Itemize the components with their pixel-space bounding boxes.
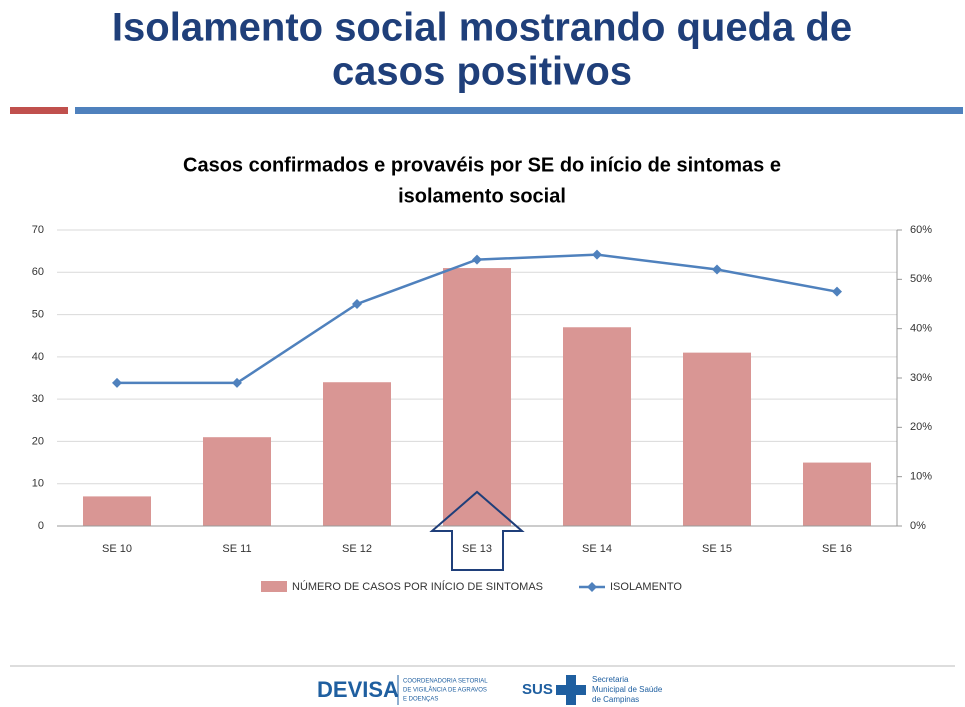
slide-title: casos positivos bbox=[332, 50, 632, 94]
y-tick-label: 0 bbox=[38, 520, 44, 532]
cross-icon bbox=[556, 675, 586, 705]
x-tick-label: SE 12 bbox=[342, 543, 372, 555]
devisa-sub: E DOENÇAS bbox=[403, 697, 438, 703]
slide-title: Isolamento social mostrando queda de bbox=[112, 6, 852, 50]
y2-tick-label: 50% bbox=[910, 273, 932, 285]
chart-title: isolamento social bbox=[398, 185, 566, 207]
y2-tick-label: 10% bbox=[910, 471, 932, 483]
accent-bar bbox=[75, 107, 963, 114]
legend-swatch bbox=[587, 582, 597, 592]
chart-title: Casos confirmados e provavéis por SE do … bbox=[183, 154, 781, 176]
y-tick-label: 50 bbox=[32, 308, 44, 320]
devisa-sub: DE VIGILÂNCIA DE AGRAVOS bbox=[403, 687, 487, 694]
bar bbox=[323, 382, 391, 526]
x-tick-label: SE 16 bbox=[822, 543, 852, 555]
marker bbox=[232, 377, 242, 388]
accent-bar bbox=[10, 107, 68, 114]
sus-logo: SUS bbox=[522, 681, 553, 698]
marker bbox=[832, 286, 842, 297]
legend-label: ISOLAMENTO bbox=[610, 581, 682, 593]
y-tick-label: 30 bbox=[32, 393, 44, 405]
secretaria: Secretaria bbox=[592, 675, 629, 684]
bar bbox=[83, 496, 151, 526]
y2-tick-label: 30% bbox=[910, 372, 932, 384]
y2-tick-label: 20% bbox=[910, 421, 932, 433]
y2-tick-label: 40% bbox=[910, 323, 932, 335]
bar bbox=[803, 462, 871, 526]
x-tick-label: SE 14 bbox=[582, 543, 612, 555]
bar bbox=[203, 437, 271, 526]
marker bbox=[712, 264, 722, 275]
y-tick-label: 40 bbox=[32, 351, 44, 363]
marker bbox=[352, 299, 362, 309]
devisa-logo: DEVISA bbox=[317, 677, 399, 702]
y-tick-label: 20 bbox=[32, 435, 44, 447]
marker bbox=[592, 249, 602, 260]
secretaria: de Campinas bbox=[592, 695, 639, 704]
secretaria: Municipal de Saúde bbox=[592, 685, 663, 694]
bar bbox=[563, 327, 631, 526]
x-tick-label: SE 11 bbox=[222, 543, 251, 555]
y2-tick-label: 0% bbox=[910, 520, 926, 532]
y-tick-label: 70 bbox=[32, 224, 44, 236]
highlight-arrow bbox=[429, 490, 525, 571]
y2-tick-label: 60% bbox=[910, 224, 932, 236]
marker bbox=[472, 254, 482, 265]
bar bbox=[443, 268, 511, 526]
y-tick-label: 10 bbox=[32, 478, 44, 490]
x-tick-label: SE 15 bbox=[702, 543, 732, 555]
bar bbox=[683, 352, 751, 526]
legend-label: NÚMERO DE CASOS POR INÍCIO DE SINTOMAS bbox=[292, 580, 543, 593]
x-tick-label: SE 13 bbox=[462, 543, 492, 555]
devisa-sub: COORDENADORIA SETORIAL bbox=[403, 679, 488, 685]
x-tick-label: SE 10 bbox=[102, 543, 132, 555]
y-tick-label: 60 bbox=[32, 266, 44, 278]
marker bbox=[112, 377, 122, 388]
legend-swatch bbox=[261, 581, 287, 592]
